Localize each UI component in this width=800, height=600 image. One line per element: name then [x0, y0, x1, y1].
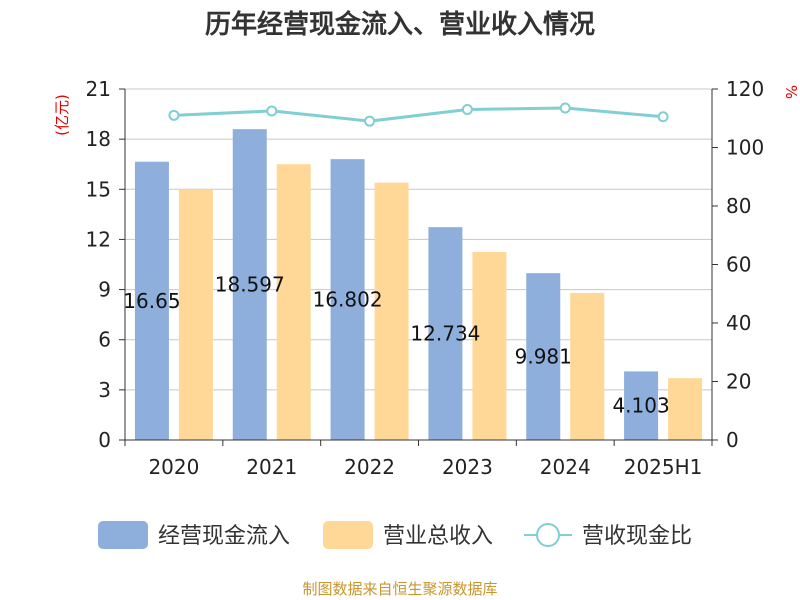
axes: 0 3 6 9 12 15 18 21 0 20 40 60 80 100 120 2020 2021 2022 2…	[86, 77, 765, 479]
right-tick-label: 100	[726, 136, 764, 160]
ratio-point	[266, 105, 278, 117]
chart-title: 历年经营现金流入、营业收入情况	[205, 9, 595, 40]
legend: 经营现金流入 营业总收入 营收现金比	[98, 521, 692, 549]
legend-label: 营业总收入	[383, 524, 493, 549]
left-tick-label: 15	[86, 177, 111, 201]
bar-cash-inflow	[330, 159, 365, 440]
bar-value-label: 16.65	[123, 289, 180, 313]
ratio-point	[168, 109, 180, 121]
ratio-point	[657, 111, 669, 123]
x-tick-label: 2022	[344, 455, 395, 479]
bar-cash-inflow	[428, 227, 463, 440]
legend-label: 营收现金比	[582, 524, 692, 549]
right-tick-label: 0	[726, 428, 739, 452]
bar-revenue	[374, 182, 409, 440]
left-tick-label: 3	[98, 378, 111, 402]
legend-label: 经营现金流入	[158, 524, 290, 549]
left-tick-label: 21	[86, 77, 111, 101]
x-tick-label: 2020	[148, 455, 199, 479]
right-tick-label: 60	[726, 253, 751, 277]
left-tick-label: 9	[98, 278, 111, 302]
ratio-point	[364, 115, 376, 127]
x-tick-label: 2021	[246, 455, 297, 479]
right-tick-label: 120	[726, 77, 764, 101]
ratio-point	[559, 102, 571, 114]
source-note: 制图数据来自恒生聚源数据库	[302, 580, 497, 598]
legend-marker	[536, 523, 560, 547]
left-tick-label: 6	[98, 328, 111, 352]
bar-labels: 16.65 18.597 16.802 12.734 9.981 4.103	[123, 273, 669, 418]
x-tick-label: 2024	[540, 455, 591, 479]
right-tick-label: 40	[726, 311, 751, 335]
x-tick-label: 2025H1	[624, 455, 703, 479]
bar-value-label: 12.734	[410, 322, 480, 346]
bar-cash-inflow	[526, 273, 561, 440]
bar-value-label: 9.981	[515, 345, 572, 369]
right-tick-label: 20	[726, 370, 751, 394]
bar-revenue	[276, 164, 311, 440]
bar-cash-inflow	[232, 129, 267, 440]
bar-revenue	[668, 378, 703, 440]
ratio-line-path	[173, 106, 664, 123]
bar-value-label: 16.802	[313, 288, 383, 312]
bar-value-label: 4.103	[612, 394, 669, 418]
bar-revenue	[570, 292, 605, 440]
right-axis-unit: %	[782, 85, 800, 99]
bar-cash-inflow	[624, 371, 659, 440]
bar-revenue	[472, 251, 507, 440]
bar-revenue	[178, 189, 213, 440]
bars	[134, 129, 703, 440]
bar-value-label: 18.597	[215, 273, 285, 297]
left-tick-label: 18	[86, 127, 111, 151]
ratio-line	[168, 102, 669, 127]
grid-lines	[125, 88, 712, 391]
x-tick-label: 2023	[442, 455, 493, 479]
right-tick-label: 80	[726, 194, 751, 218]
legend-swatch	[323, 521, 373, 549]
left-tick-label: 0	[98, 428, 111, 452]
ratio-point	[461, 103, 473, 115]
left-axis-unit: (亿元)	[53, 94, 71, 136]
bar-cash-inflow	[134, 161, 169, 440]
legend-swatch	[98, 521, 148, 549]
left-tick-label: 12	[86, 227, 111, 251]
